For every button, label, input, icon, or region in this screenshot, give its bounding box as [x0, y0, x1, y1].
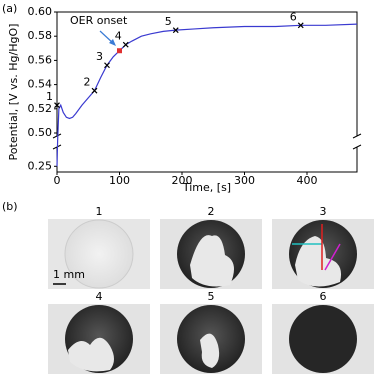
photo-panels: 1 mm — [48, 219, 374, 374]
marker-label: 4 — [115, 30, 122, 43]
marker — [54, 102, 60, 109]
marker — [172, 27, 179, 34]
photo-label: 2 — [208, 205, 215, 218]
marker — [104, 62, 110, 69]
y-tick-label: 0.58 — [28, 29, 53, 42]
scale-label: 1 mm — [53, 268, 85, 281]
marker-label: 6 — [290, 10, 297, 23]
data-line — [56, 23, 358, 167]
panel-label: (b) — [2, 200, 18, 213]
photo-label: 4 — [96, 290, 103, 303]
marker — [122, 41, 129, 48]
y-tick-label: 0.50 — [28, 126, 53, 139]
marker-label: 3 — [96, 50, 103, 63]
y-tick-label: 0.54 — [28, 78, 53, 91]
annotation: OER onset — [70, 14, 128, 27]
bubble-region — [190, 235, 234, 287]
y-tick-label: 0.25 — [28, 159, 53, 172]
electrode — [289, 305, 357, 373]
x-tick-label: 300 — [234, 174, 255, 187]
photo-label: 6 — [320, 290, 327, 303]
marker-label: 5 — [165, 15, 172, 28]
axis-break — [52, 133, 62, 139]
bubble-region — [200, 333, 220, 368]
photo-label: 5 — [208, 290, 215, 303]
marker — [117, 48, 122, 54]
x-tick-label: 0 — [54, 174, 61, 187]
electrode — [64, 219, 134, 289]
y-tick-label: 0.60 — [28, 5, 53, 18]
marker-label: 2 — [84, 76, 91, 89]
photo-label: 1 — [96, 205, 103, 218]
axis-break — [352, 144, 362, 150]
axis-frame — [56, 147, 358, 173]
x-tick-label: 400 — [297, 174, 318, 187]
y-tick-label: 0.56 — [28, 53, 53, 66]
photo-label: 3 — [320, 205, 327, 218]
y-tick-label: 0.52 — [28, 102, 53, 115]
bubble-region — [68, 337, 114, 372]
axis-break — [352, 133, 362, 139]
bubble-region — [295, 236, 342, 287]
marker — [91, 87, 98, 94]
x-tick-label: 200 — [172, 174, 193, 187]
annotation-arrowhead — [109, 39, 116, 46]
y-axis-label: Potential, [V vs. Hg/HgO] — [7, 24, 20, 161]
marker-label: 1 — [46, 90, 53, 103]
marker — [297, 22, 304, 29]
x-tick-label: 100 — [109, 174, 130, 187]
x-axis-label: Time, [s] — [182, 181, 231, 194]
panel-label: (a) — [2, 2, 17, 15]
axis-frame — [56, 11, 358, 136]
measure-line — [324, 243, 341, 271]
